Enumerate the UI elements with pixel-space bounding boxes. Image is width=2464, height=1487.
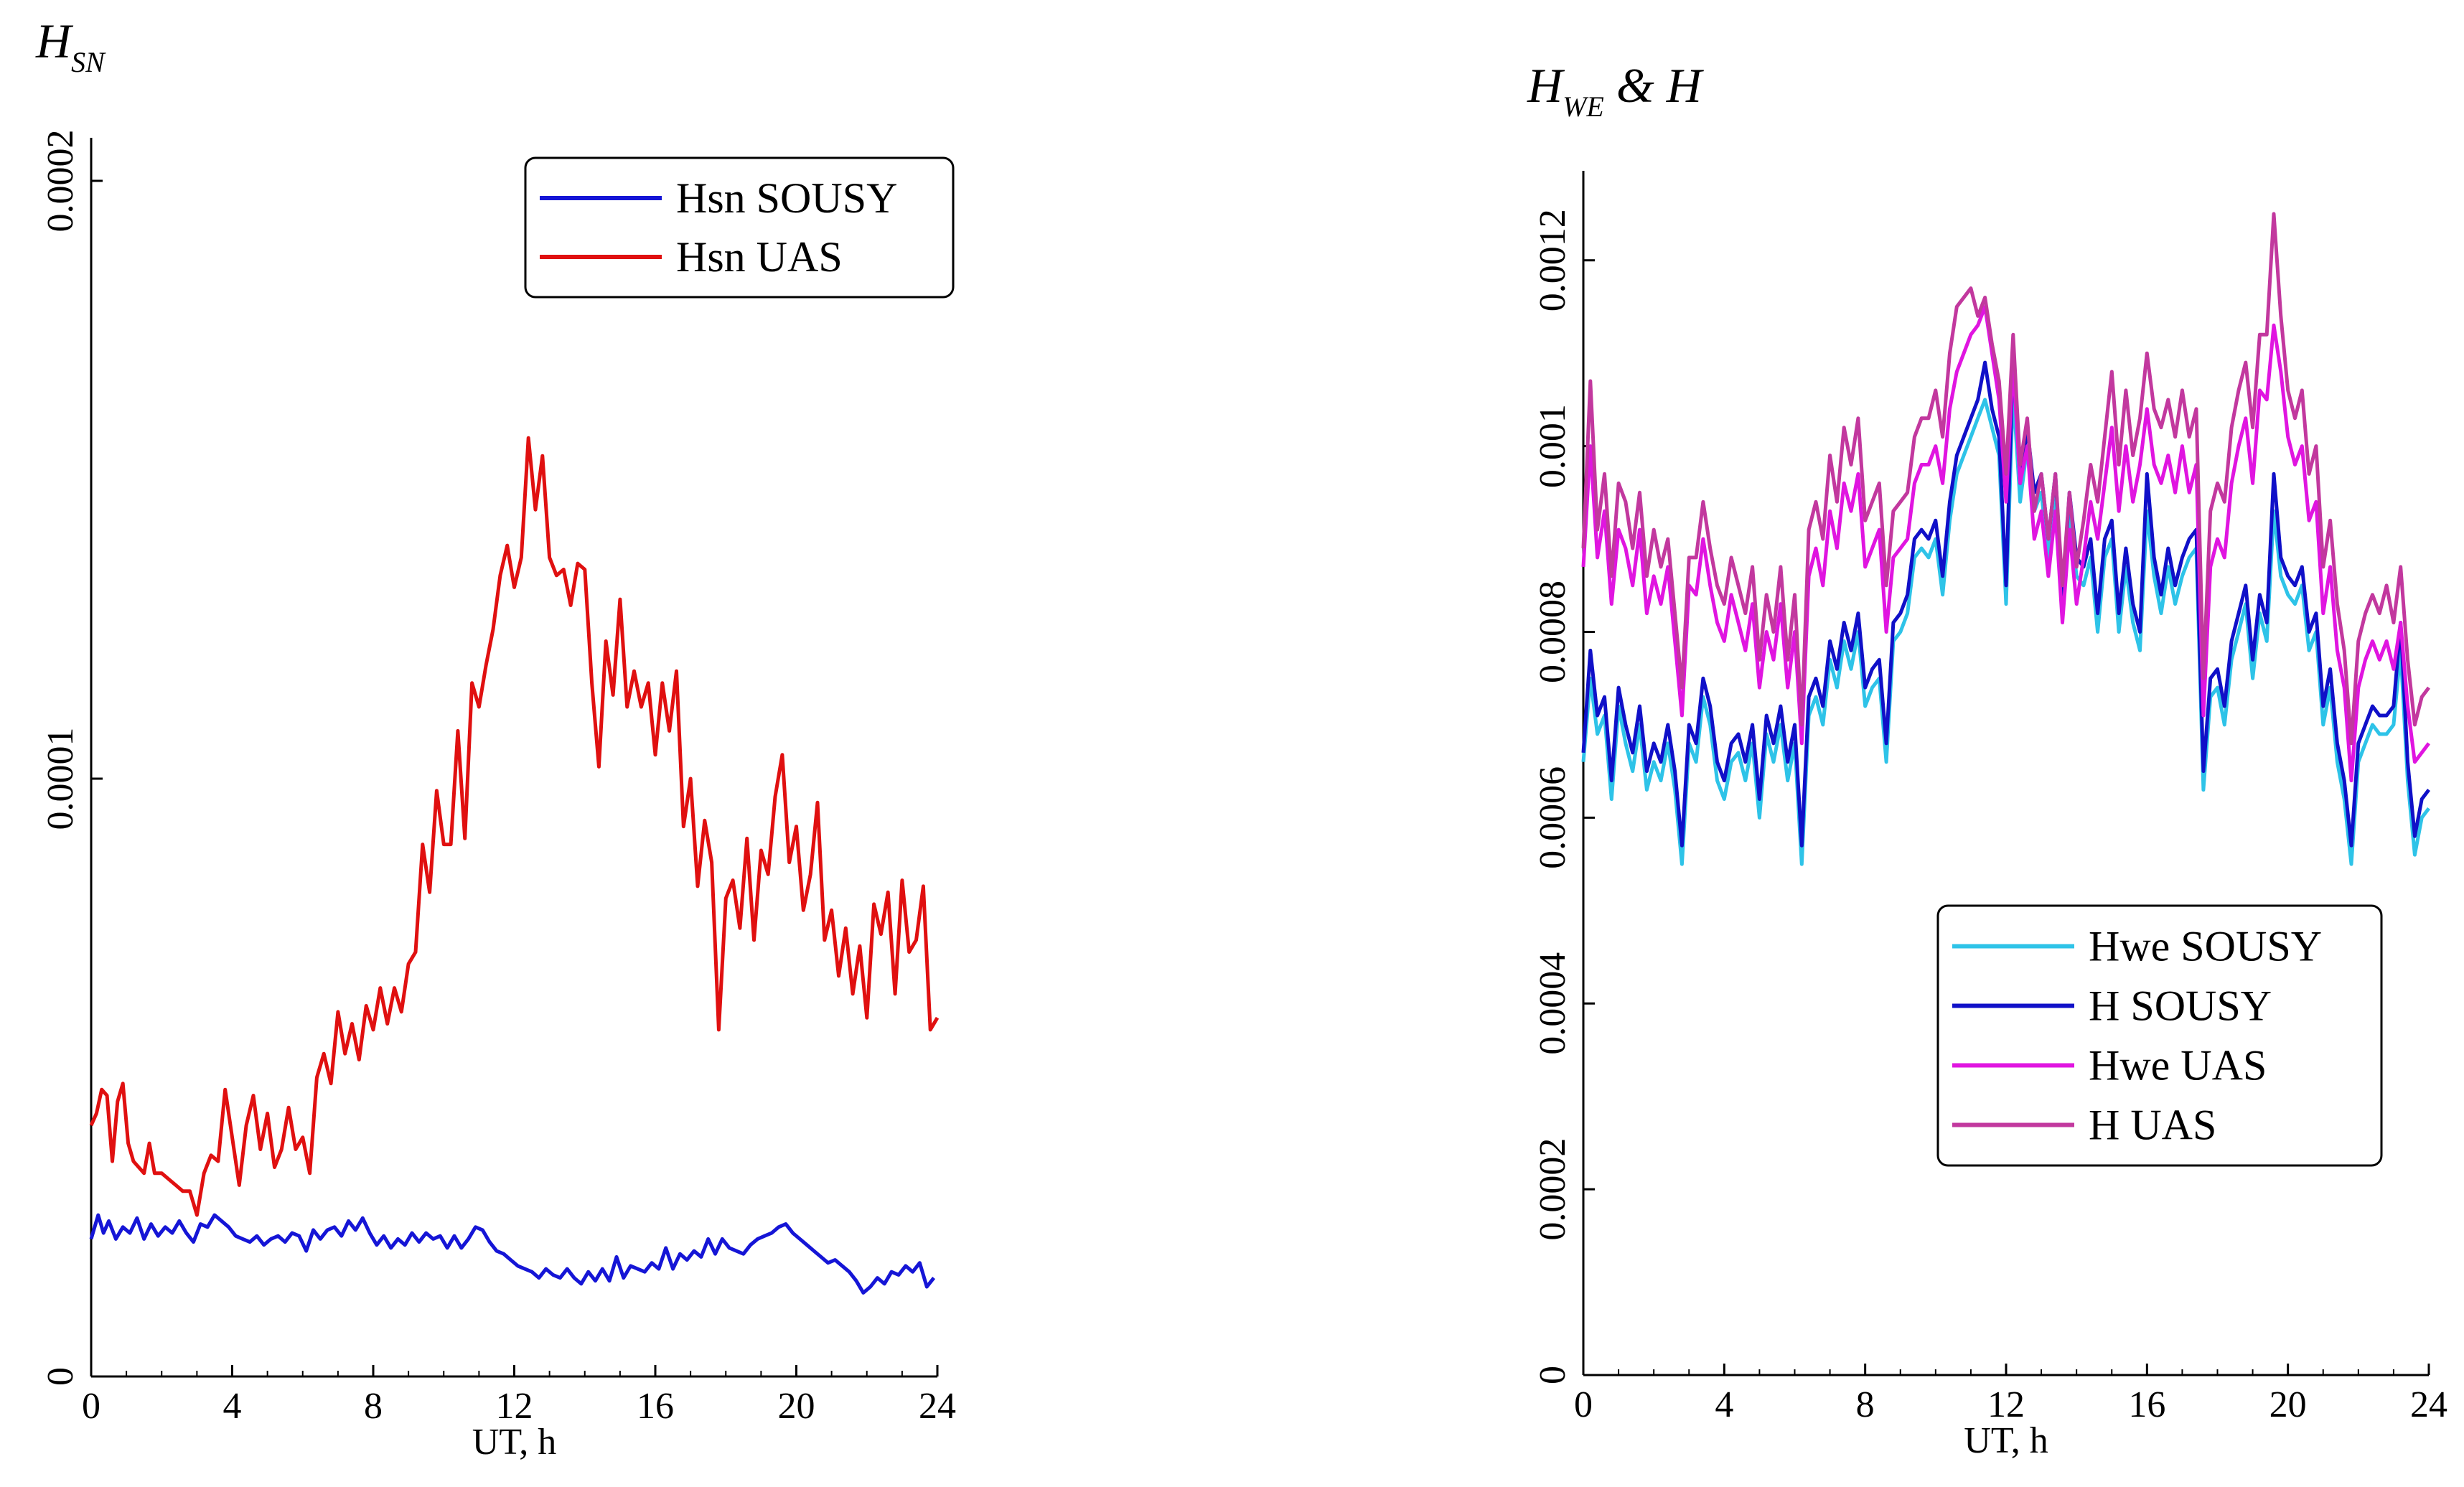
legend-label: H SOUSY <box>2089 982 2272 1030</box>
legend-box <box>524 156 955 299</box>
x-tick-label: 16 <box>2128 1384 2165 1425</box>
legend-box <box>1936 904 2383 1167</box>
plot-title: HWE & H <box>1527 58 1705 123</box>
x-tick-label: 4 <box>223 1386 242 1427</box>
plot-title-rest: & H <box>1604 58 1705 113</box>
y-tick-label: 0 <box>40 1367 81 1386</box>
y-tick-label: 0 <box>1532 1366 1573 1384</box>
chart-left-panel: 0 4 8 12 16 20 24 0 0.0001 0.0002 UT, h HSN Hsn SOUS… <box>35 14 956 1463</box>
chart-right-panel: 0 4 8 12 16 20 24 0 0.0002 0.0004 0.0006 0.0008 0.00… <box>1232 0 2464 1487</box>
y-tick-label: 0.0002 <box>40 130 81 233</box>
plot-title-subscript: SN <box>71 46 106 78</box>
legend-label: Hsn UAS <box>676 233 843 281</box>
x-tick-label: 12 <box>1987 1384 2025 1425</box>
series-line-0 <box>89 1213 936 1295</box>
plot-title-main: H <box>1527 58 1565 113</box>
x-tick-label: 0 <box>82 1386 100 1427</box>
x-tick-label: 8 <box>1856 1384 1875 1425</box>
series-line-2 <box>1581 304 2430 783</box>
x-tick-label: 12 <box>496 1386 533 1427</box>
legend-label: H UAS <box>2089 1102 2216 1149</box>
y-tick-label: 0.0001 <box>40 728 81 830</box>
y-tick-label: 0.0008 <box>1532 581 1573 683</box>
legend-label: Hwe SOUSY <box>2089 923 2322 970</box>
plot-title-subscript: WE <box>1563 90 1604 123</box>
y-tick-label: 0.0012 <box>1532 209 1573 311</box>
x-tick-label: 24 <box>919 1386 956 1427</box>
chart-left-svg: 0 4 8 12 16 20 24 0 0.0001 0.0002 UT, h HSN Hsn SOUS… <box>35 14 956 1463</box>
x-axis-title: UT, h <box>472 1422 556 1463</box>
plot-title-main: H <box>35 14 74 68</box>
legend-label: Hwe UAS <box>2089 1042 2267 1089</box>
x-tick-label: 24 <box>2410 1384 2447 1425</box>
x-tick-label: 8 <box>364 1386 383 1427</box>
x-axis-title: UT, h <box>1964 1420 2048 1461</box>
y-tick-label: 0.001 <box>1532 404 1573 488</box>
x-tick-label: 4 <box>1715 1384 1733 1425</box>
plot-title: HSN <box>35 14 106 78</box>
y-tick-label: 0.0006 <box>1532 766 1573 869</box>
legend: Hwe SOUSY H SOUSY Hwe UAS H UAS <box>1936 904 2383 1167</box>
series-line-1 <box>89 436 940 1217</box>
chart-right-svg: 0 4 8 12 16 20 24 0 0.0002 0.0004 0.0006 0.0008 0.00… <box>1527 58 2447 1461</box>
x-tick-label: 0 <box>1574 1384 1593 1425</box>
x-tick-label: 20 <box>778 1386 815 1427</box>
y-tick-label: 0.0004 <box>1532 952 1573 1055</box>
series-line-1 <box>1581 351 2430 848</box>
series-line-0 <box>1581 388 2430 866</box>
x-tick-label: 16 <box>637 1386 674 1427</box>
y-tick-label: 0.0002 <box>1532 1138 1573 1241</box>
legend-label: Hsn SOUSY <box>676 174 897 222</box>
x-tick-label: 20 <box>2269 1384 2307 1425</box>
series-line-3 <box>1581 212 2430 746</box>
legend: Hsn SOUSY Hsn UAS <box>524 156 955 299</box>
